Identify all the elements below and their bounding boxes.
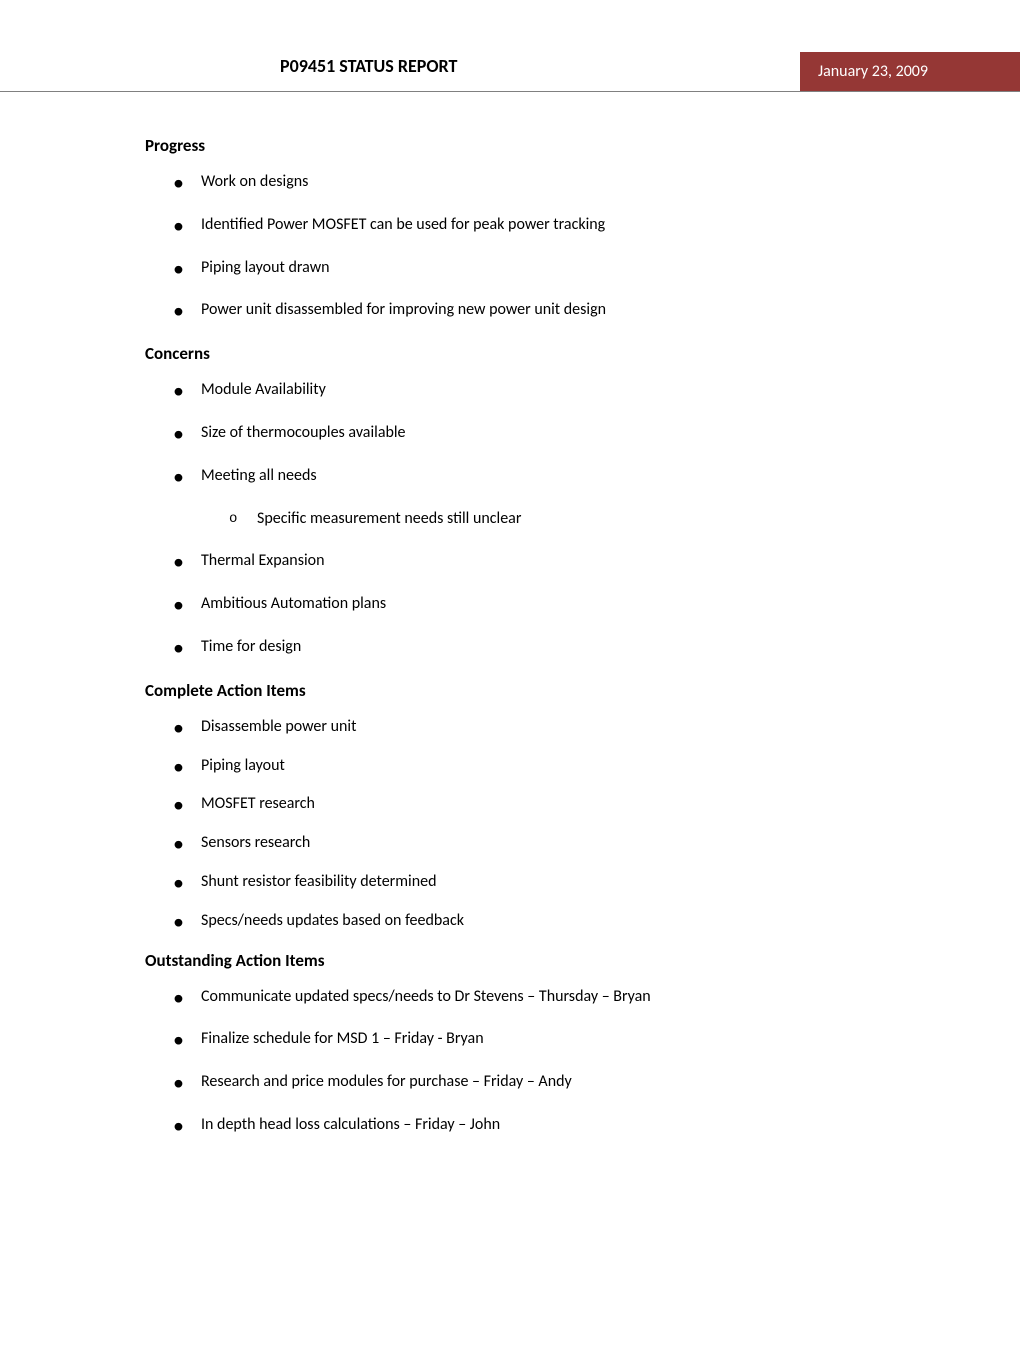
report-date: January 23, 2009 xyxy=(818,62,928,81)
list-item: Power unit disassembled for improving ne… xyxy=(145,300,920,321)
list-item: Module Availability xyxy=(145,380,920,401)
list-item: Identified Power MOSFET can be used for … xyxy=(145,215,920,236)
sub-list-item: Specific measurement needs still unclear xyxy=(201,509,920,530)
list-item: Time for design xyxy=(145,637,920,658)
list-item: Disassemble power unit xyxy=(145,717,920,738)
list-item: Ambitious Automation plans xyxy=(145,594,920,615)
list-item: Meeting all needs Specific measurement n… xyxy=(145,466,920,530)
report-title: P09451 STATUS REPORT xyxy=(280,55,457,77)
list-item: Work on designs xyxy=(145,172,920,193)
concerns-section: Concerns Module Availability Size of the… xyxy=(145,343,920,658)
progress-section: Progress Work on designs Identified Powe… xyxy=(145,135,920,321)
content-area: Progress Work on designs Identified Powe… xyxy=(0,92,1020,1136)
header-title-cell: P09451 STATUS REPORT xyxy=(0,52,800,91)
list-item: Research and price modules for purchase … xyxy=(145,1072,920,1093)
complete-heading: Complete Action Items xyxy=(145,680,920,701)
list-item: MOSFET research xyxy=(145,794,920,815)
list-item: In depth head loss calculations – Friday… xyxy=(145,1115,920,1136)
concerns-list: Module Availability Size of thermocouple… xyxy=(145,380,920,658)
list-item: Thermal Expansion xyxy=(145,551,920,572)
complete-section: Complete Action Items Disassemble power … xyxy=(145,680,920,932)
list-item: Finalize schedule for MSD 1 – Friday - B… xyxy=(145,1029,920,1050)
outstanding-list: Communicate updated specs/needs to Dr St… xyxy=(145,987,920,1136)
list-item: Specs/needs updates based on feedback xyxy=(145,911,920,932)
concerns-sublist: Specific measurement needs still unclear xyxy=(201,509,920,530)
outstanding-section: Outstanding Action Items Communicate upd… xyxy=(145,950,920,1136)
list-item: Shunt resistor feasibility determined xyxy=(145,872,920,893)
list-item: Piping layout xyxy=(145,756,920,777)
page-container: P09451 STATUS REPORT January 23, 2009 Pr… xyxy=(0,52,1020,1372)
list-item: Size of thermocouples available xyxy=(145,423,920,444)
list-item: Piping layout drawn xyxy=(145,258,920,279)
list-item: Communicate updated specs/needs to Dr St… xyxy=(145,987,920,1008)
list-item: Sensors research xyxy=(145,833,920,854)
list-item-text: Meeting all needs xyxy=(201,466,317,485)
complete-list: Disassemble power unit Piping layout MOS… xyxy=(145,717,920,932)
concerns-heading: Concerns xyxy=(145,343,920,364)
header-date-cell: January 23, 2009 xyxy=(800,52,1020,91)
outstanding-heading: Outstanding Action Items xyxy=(145,950,920,971)
header-row: P09451 STATUS REPORT January 23, 2009 xyxy=(0,52,1020,92)
progress-heading: Progress xyxy=(145,135,920,156)
progress-list: Work on designs Identified Power MOSFET … xyxy=(145,172,920,321)
